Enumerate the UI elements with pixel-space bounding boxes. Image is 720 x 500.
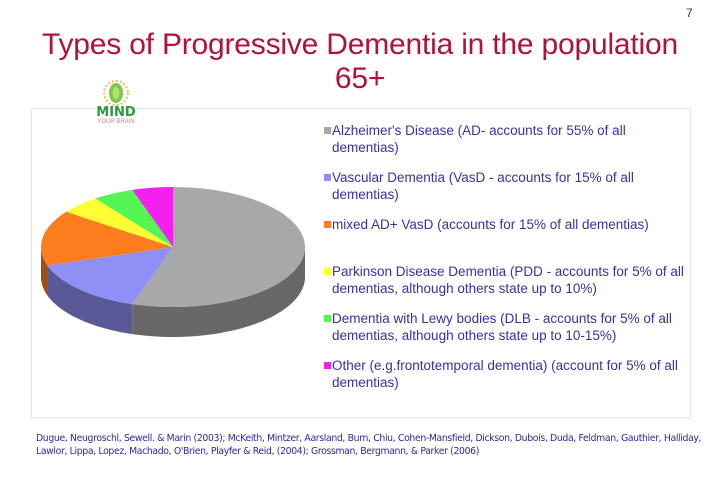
- brain-leaf-icon: [103, 80, 129, 106]
- legend-item-other: Other (e.g.frontotemporal dementia) (acc…: [324, 357, 694, 391]
- pie-slice-0: [132, 187, 305, 307]
- legend-item-parkinson: Parkinson Disease Dementia (PDD - accoun…: [324, 263, 694, 297]
- pie-side-2: [41, 247, 48, 296]
- legend-swatch-icon: [324, 127, 331, 134]
- pie-slice-1: [47, 247, 173, 305]
- legend-label: Other (e.g.frontotemporal dementia) (acc…: [332, 358, 678, 390]
- pie-slice-2: [41, 211, 173, 266]
- legend-swatch-icon: [324, 174, 331, 181]
- pie-side-0: [132, 247, 305, 337]
- slide-title: Types of Progressive Dementia in the pop…: [0, 28, 720, 96]
- pie-side-1: [47, 265, 133, 335]
- legend-label: Dementia with Lewy bodies (DLB - account…: [332, 311, 672, 343]
- legend-label: Parkinson Disease Dementia (PDD - accoun…: [332, 264, 684, 296]
- legend-label: mixed AD+ VasD (accounts for 15% of all …: [332, 217, 649, 232]
- legend-item-vascular: Vascular Dementia (VasD - accounts for 1…: [324, 169, 694, 203]
- title-line-2: 65+: [334, 62, 386, 95]
- legend-swatch-icon: [324, 268, 331, 275]
- mind-your-brain-logo: MIND YOUR BRAIN: [92, 80, 162, 134]
- legend-item-alzheimers: Alzheimer's Disease (AD- accounts for 55…: [324, 122, 694, 156]
- title-line-1: Types of Progressive Dementia in the pop…: [42, 28, 678, 61]
- page-number: 7: [686, 6, 693, 20]
- pie-slice-5: [132, 187, 173, 247]
- chart-frame: [31, 108, 691, 418]
- citation-text: Dugue, Neugroschl, Sewell. & Marin (2003…: [36, 433, 702, 457]
- legend-item-mixed: mixed AD+ VasD (accounts for 15% of all …: [324, 216, 694, 233]
- legend-label: Vascular Dementia (VasD - accounts for 1…: [332, 170, 634, 202]
- logo-text: MIND: [96, 105, 136, 120]
- legend-swatch-icon: [324, 221, 331, 228]
- pie-chart: [41, 187, 305, 337]
- pie-slice-4: [95, 189, 173, 247]
- pie-slice-3: [66, 198, 173, 247]
- logo-subtext: YOUR BRAIN: [97, 119, 135, 125]
- chart-legend: Alzheimer's Disease (AD- accounts for 55…: [324, 122, 694, 391]
- legend-item-lewy-bodies: Dementia with Lewy bodies (DLB - account…: [324, 310, 694, 344]
- legend-swatch-icon: [324, 362, 331, 369]
- legend-swatch-icon: [324, 315, 331, 322]
- legend-label: Alzheimer's Disease (AD- accounts for 55…: [332, 123, 626, 155]
